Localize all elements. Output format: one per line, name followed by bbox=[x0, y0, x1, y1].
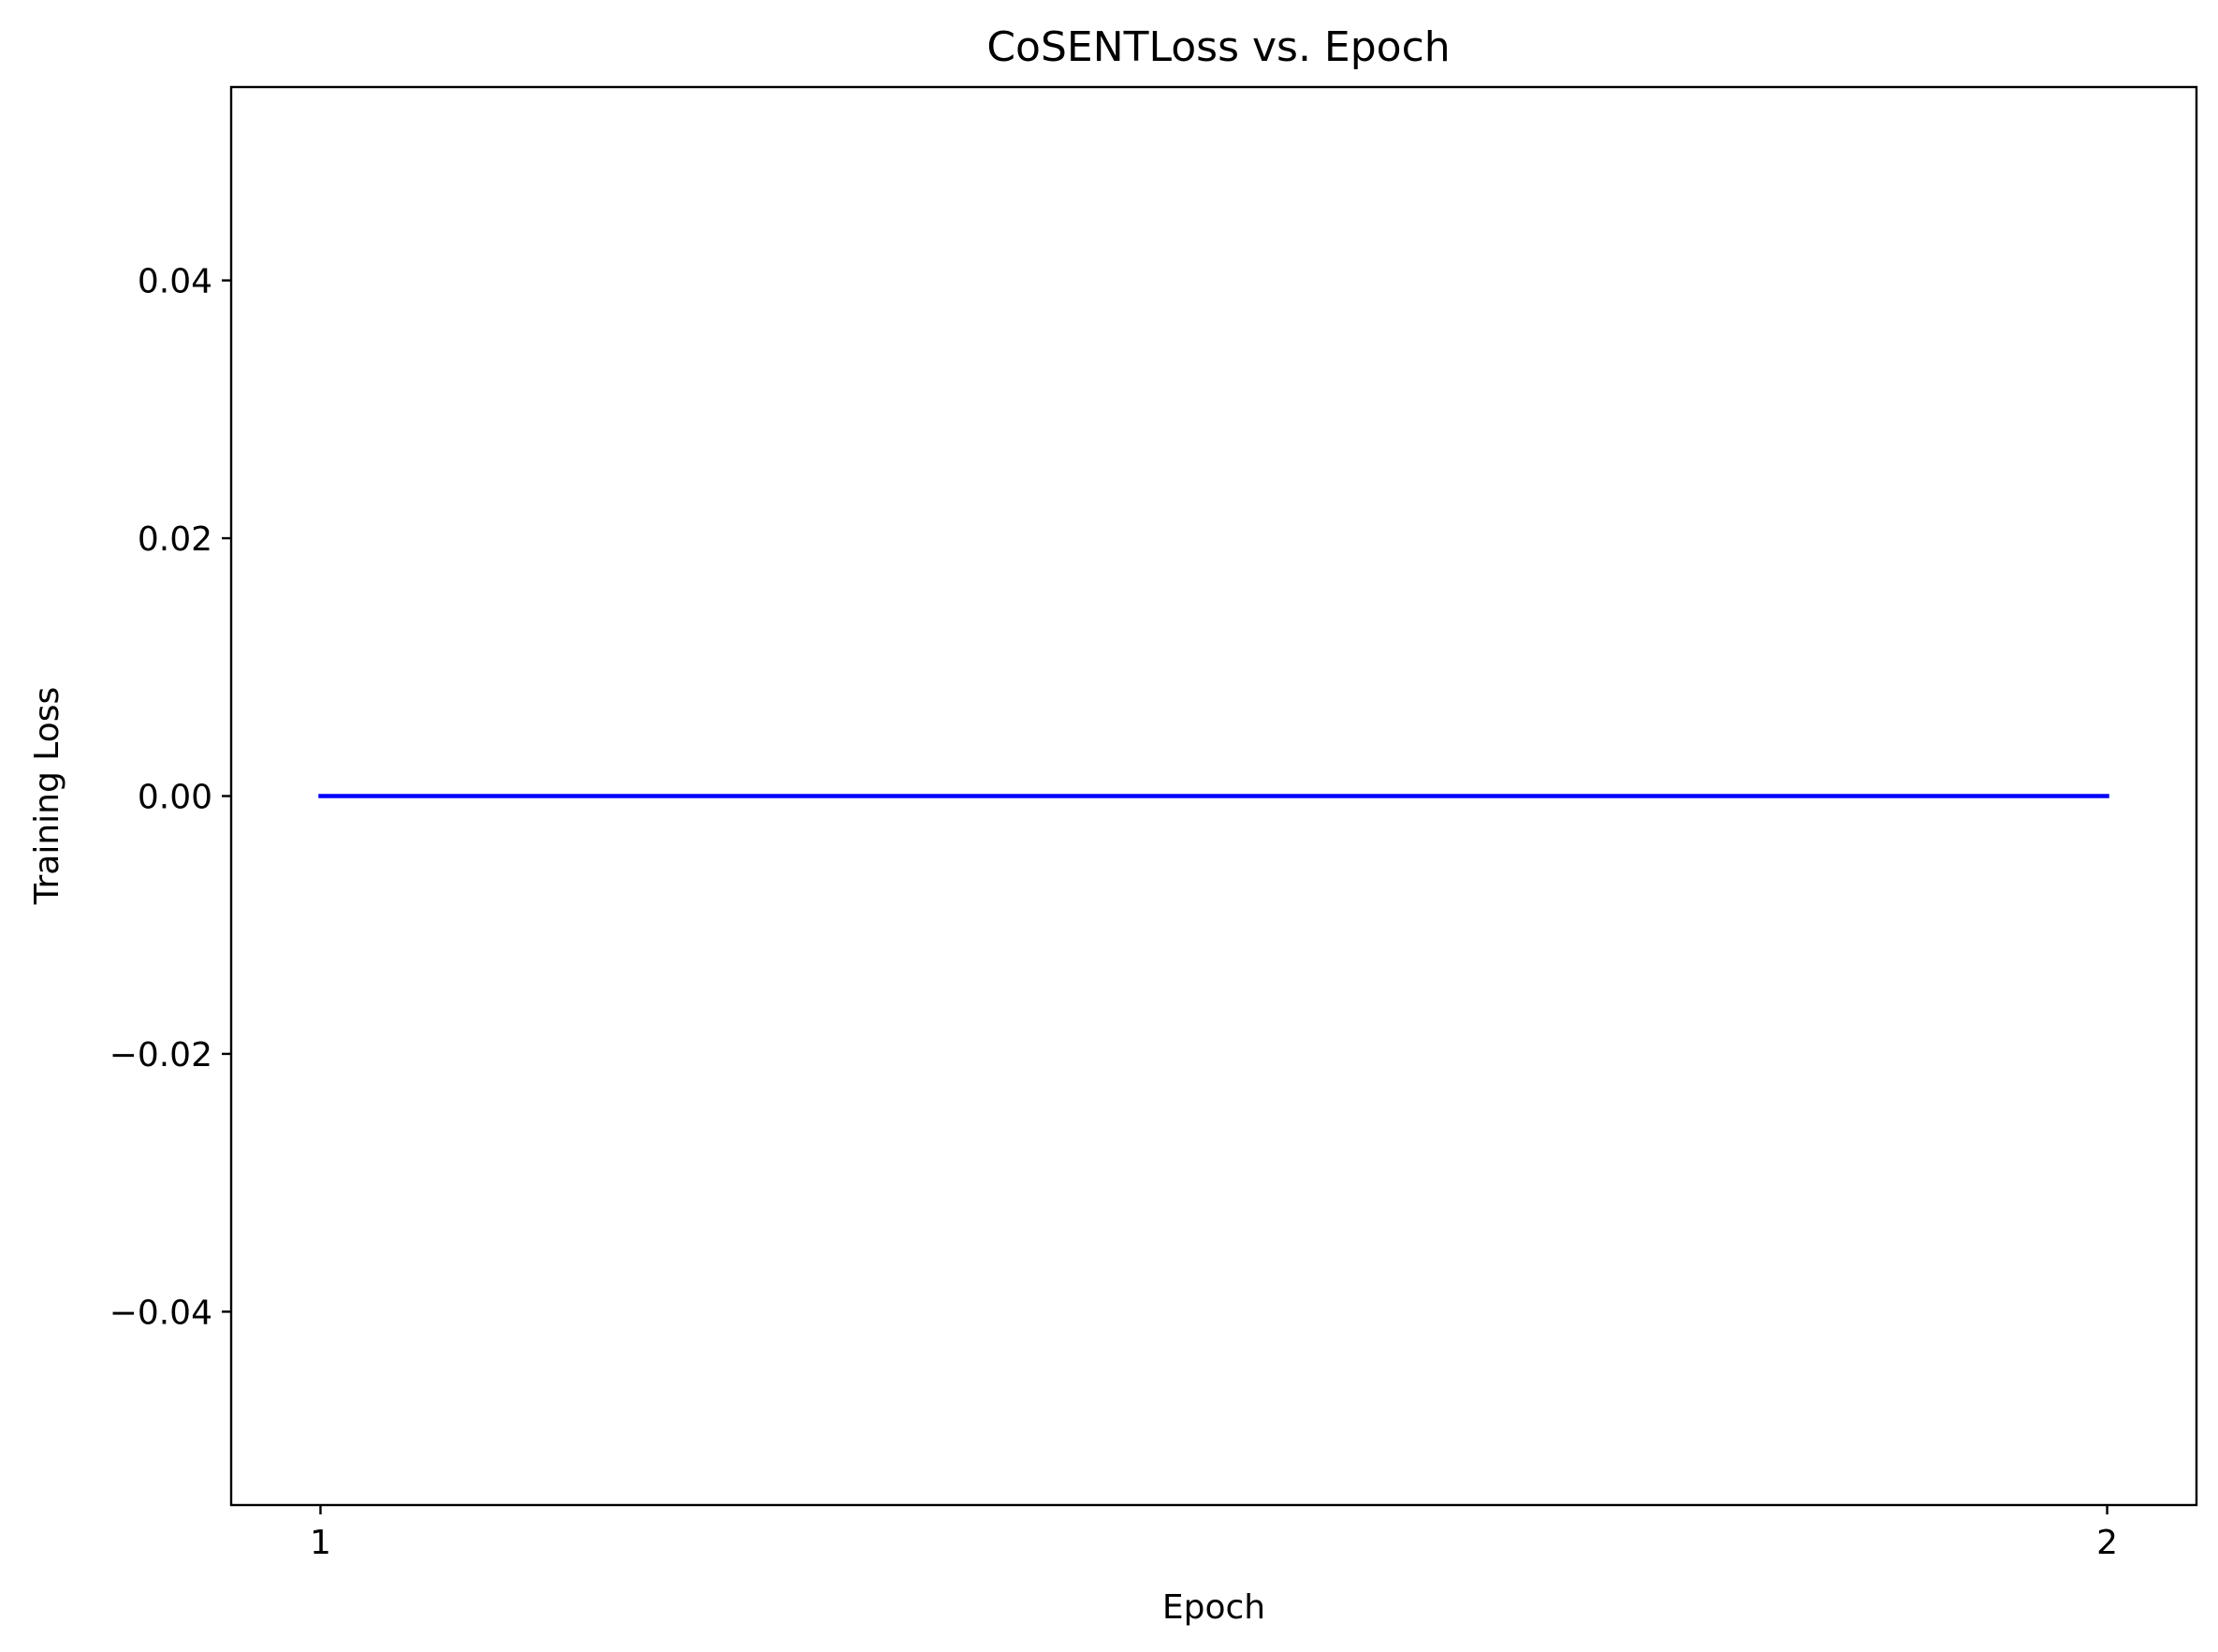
y-tick-label: 0.04 bbox=[138, 263, 212, 301]
chart-title: CoSENTLoss vs. Epoch bbox=[986, 23, 1450, 71]
y-tick-label: 0.02 bbox=[138, 520, 212, 559]
y-tick-label: 0.00 bbox=[138, 779, 212, 817]
x-tick-label: 1 bbox=[310, 1524, 331, 1562]
x-axis-label: Epoch bbox=[1162, 1588, 1265, 1627]
x-tick-label: 2 bbox=[2096, 1524, 2118, 1562]
plot-frame bbox=[229, 85, 2198, 1507]
y-tick-label: −0.04 bbox=[109, 1294, 212, 1332]
y-axis-ticks: 0.04 0.02 0.00 −0.02 −0.04 bbox=[109, 263, 231, 1332]
y-tick-label: −0.02 bbox=[109, 1036, 212, 1075]
y-axis-label: Training Loss bbox=[28, 687, 66, 905]
